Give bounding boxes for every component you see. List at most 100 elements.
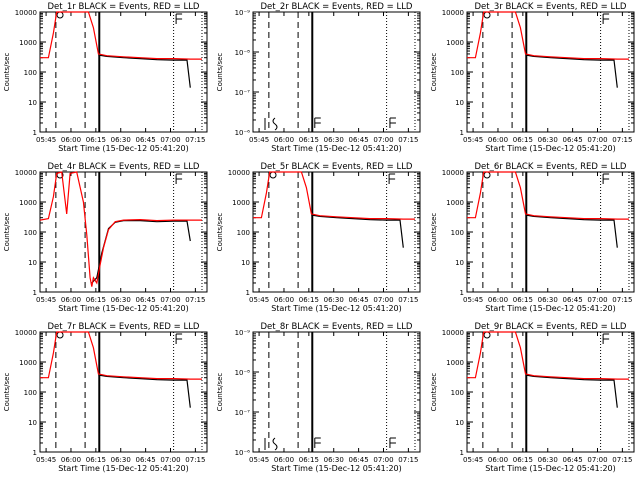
x-tick-label: 06:00: [61, 456, 81, 464]
x-tick-label: 07:15: [185, 456, 205, 464]
detector-panel-4: Det_4r BLACK = Events, RED = LLD Start Ti…: [3, 162, 208, 313]
plot-frame: [466, 331, 635, 453]
x-tick-label: 06:45: [136, 136, 156, 144]
detector-panel-5: Det_5r BLACK = Events, RED = LLD Start Ti…: [216, 162, 421, 313]
start-marker: [56, 11, 64, 19]
y-tick-label: 10000: [15, 169, 37, 177]
x-tick-label: 06:30: [324, 456, 344, 464]
x-tick-label: 06:00: [61, 136, 81, 144]
x-tick-label: 05:45: [36, 296, 56, 304]
panel-title: Det_5r BLACK = Events, RED = LLD: [261, 162, 413, 172]
y-tick-label: 1: [33, 289, 37, 297]
y-tick-label: 100: [237, 229, 250, 237]
detector-panel-1: Det_1r BLACK = Events, RED = LLD Start Ti…: [3, 2, 208, 153]
x-tick-label: 06:00: [274, 456, 294, 464]
y-tick-label: 1: [246, 289, 250, 297]
detector-panel-2: Det_2r BLACK = Events, RED = LLD Start Ti…: [216, 2, 421, 153]
y-axis-label: Counts/sec: [3, 213, 11, 252]
x-tick-label: 07:15: [612, 136, 632, 144]
y-tick-label: 10⁻⁹: [235, 329, 251, 337]
start-marker: [483, 171, 491, 179]
x-tick-label: 06:30: [324, 296, 344, 304]
start-marker: [264, 437, 278, 451]
y-tick-label: 1: [33, 129, 37, 137]
x-tick-label: 06:45: [136, 456, 156, 464]
y-tick-label: 1000: [19, 199, 37, 207]
panel-title: Det_1r BLACK = Events, RED = LLD: [48, 2, 200, 12]
x-tick-label: 06:00: [274, 136, 294, 144]
x-tick-label: 07:00: [160, 296, 180, 304]
x-tick-label: 05:45: [249, 456, 269, 464]
y-axis-label: Counts/sec: [3, 53, 11, 92]
y-axis-label: Counts/sec: [216, 373, 224, 412]
y-axis-label: Counts/sec: [216, 53, 224, 92]
x-axis-label: Start Time (15-Dec-12 05:41:20): [58, 304, 189, 313]
interval-bracket: [175, 173, 183, 184]
y-tick-label: 1000: [446, 199, 464, 207]
x-tick-label: 07:00: [373, 296, 393, 304]
x-tick-label: 05:45: [249, 296, 269, 304]
x-tick-label: 06:45: [349, 456, 369, 464]
y-tick-label: 10⁻⁸: [235, 369, 251, 377]
y-tick-label: 10000: [15, 329, 37, 337]
y-tick-label: 100: [24, 69, 37, 77]
x-axis-label: Start Time (15-Dec-12 05:41:20): [58, 144, 189, 153]
x-tick-label: 06:45: [563, 296, 583, 304]
y-tick-label: 10: [28, 259, 37, 267]
y-tick-label: 10: [28, 419, 37, 427]
y-tick-label: 1: [460, 449, 464, 457]
interval-bracket: [602, 333, 610, 344]
x-tick-label: 05:45: [36, 136, 56, 144]
x-tick-label: 06:00: [274, 296, 294, 304]
x-tick-label: 05:45: [36, 456, 56, 464]
y-tick-label: 1000: [446, 39, 464, 47]
x-tick-label: 06:00: [488, 456, 508, 464]
panel-title: Det_3r BLACK = Events, RED = LLD: [475, 2, 627, 12]
x-tick-label: 06:15: [513, 456, 533, 464]
y-tick-label: 10⁻⁸: [235, 49, 251, 57]
y-tick-label: 10⁻⁶: [235, 449, 251, 457]
x-tick-label: 06:30: [111, 136, 131, 144]
events-series-line: [91, 220, 191, 284]
x-tick-label: 07:00: [160, 456, 180, 464]
x-tick-label: 07:15: [398, 296, 418, 304]
x-tick-label: 06:45: [563, 136, 583, 144]
plot-frame: [466, 171, 635, 293]
panel-title: Det_4r BLACK = Events, RED = LLD: [48, 162, 200, 172]
interval-bracket: [602, 173, 610, 184]
x-tick-label: 06:00: [488, 296, 508, 304]
y-tick-label: 100: [24, 389, 37, 397]
y-tick-label: 1000: [446, 359, 464, 367]
x-tick-label: 07:15: [398, 136, 418, 144]
events-series-line: [525, 54, 618, 88]
plot-frame: [39, 331, 208, 453]
x-tick-label: 07:00: [160, 136, 180, 144]
detector-panel-8: Det_8r BLACK = Events, RED = LLD Start Ti…: [216, 322, 421, 473]
y-tick-label: 10000: [442, 329, 464, 337]
events-series-line: [98, 374, 191, 408]
x-tick-label: 06:45: [349, 136, 369, 144]
events-series-line: [311, 214, 404, 248]
y-tick-label: 1: [460, 289, 464, 297]
start-marker: [483, 331, 491, 339]
interval-bracket: [389, 437, 396, 448]
x-tick-label: 06:15: [513, 136, 533, 144]
y-tick-label: 100: [451, 389, 464, 397]
x-tick-label: 05:45: [249, 136, 269, 144]
plot-frame: [252, 11, 421, 133]
panel-title: Det_6r BLACK = Events, RED = LLD: [475, 162, 627, 172]
x-axis-label: Start Time (15-Dec-12 05:41:20): [485, 144, 616, 153]
x-tick-label: 07:15: [612, 456, 632, 464]
plot-frame: [252, 171, 421, 293]
x-axis-label: Start Time (15-Dec-12 05:41:20): [271, 144, 402, 153]
start-marker: [483, 11, 491, 19]
y-tick-label: 10: [455, 419, 464, 427]
lld-series-line: [467, 11, 629, 60]
x-tick-label: 05:45: [463, 136, 483, 144]
detector-panel-7: Det_7r BLACK = Events, RED = LLD Start Ti…: [3, 322, 208, 473]
x-tick-label: 07:00: [373, 136, 393, 144]
x-tick-label: 06:15: [86, 136, 106, 144]
y-axis-label: Counts/sec: [430, 53, 438, 92]
plot-frame: [466, 11, 635, 133]
